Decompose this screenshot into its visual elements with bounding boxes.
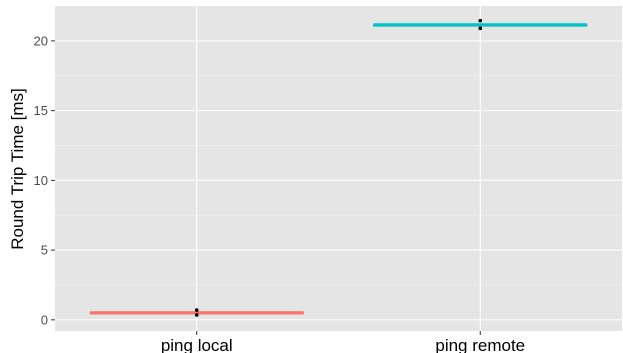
x-tick-label: ping local <box>161 336 233 353</box>
outlier-point <box>478 26 483 31</box>
y-tick-label: 0 <box>41 312 48 327</box>
y-axis: 0 5 10 15 20 <box>34 33 55 327</box>
outlier-point <box>478 18 483 23</box>
box-ping-remote <box>373 18 588 31</box>
outlier-point <box>194 308 199 312</box>
y-tick-label: 20 <box>34 33 48 48</box>
x-tick-label: ping remote <box>435 336 525 353</box>
box-ping-local <box>89 308 304 317</box>
y-tick-label: 10 <box>34 173 48 188</box>
grid-lines <box>55 6 622 331</box>
x-axis: ping local ping remote <box>161 331 525 353</box>
y-axis-title: Round Trip Time [ms] <box>8 88 27 250</box>
boxes <box>89 18 588 317</box>
outlier-point <box>194 313 199 317</box>
plot-panel <box>55 6 622 331</box>
y-tick-label: 5 <box>41 243 48 258</box>
y-tick-label: 15 <box>34 103 48 118</box>
